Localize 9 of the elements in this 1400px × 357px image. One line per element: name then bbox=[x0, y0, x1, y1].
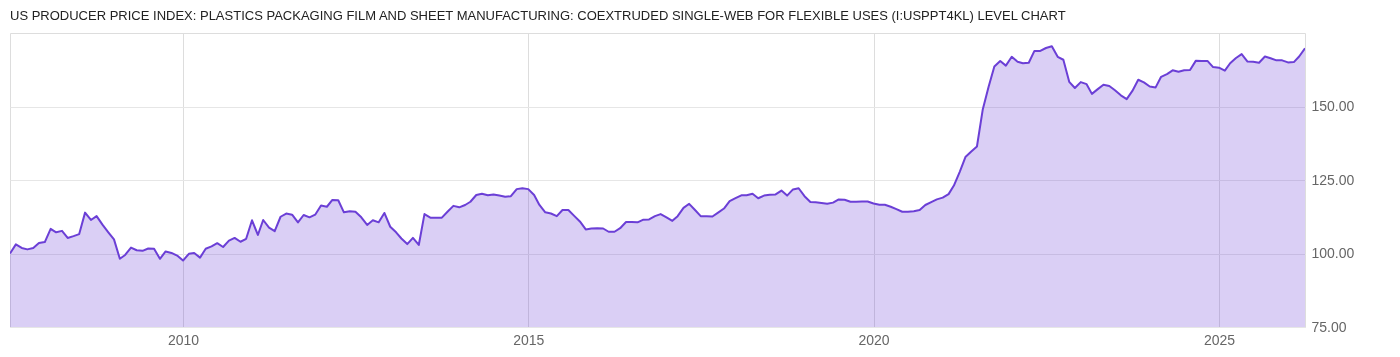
x-tick-label: 2025 bbox=[1203, 331, 1236, 348]
y-tick-label: 75.00 bbox=[1311, 318, 1347, 335]
y-tick-label: 150.00 bbox=[1311, 98, 1355, 114]
y-tick-label: 125.00 bbox=[1311, 171, 1355, 188]
x-tick-label: 2020 bbox=[858, 331, 890, 348]
x-tick-label: 2010 bbox=[167, 331, 200, 348]
x-tick-label: 2015 bbox=[513, 331, 545, 348]
chart-title: US PRODUCER PRICE INDEX: PLASTICS PACKAGING FILM AND SHEET MANUFACTURING: COEXTRUDED SINGLE-WEB FOR FLEXIBLE USES (I:USPPT4KL) LEVEL CHART bbox=[10, 8, 1066, 23]
y-tick-label: 100.00 bbox=[1311, 245, 1355, 261]
